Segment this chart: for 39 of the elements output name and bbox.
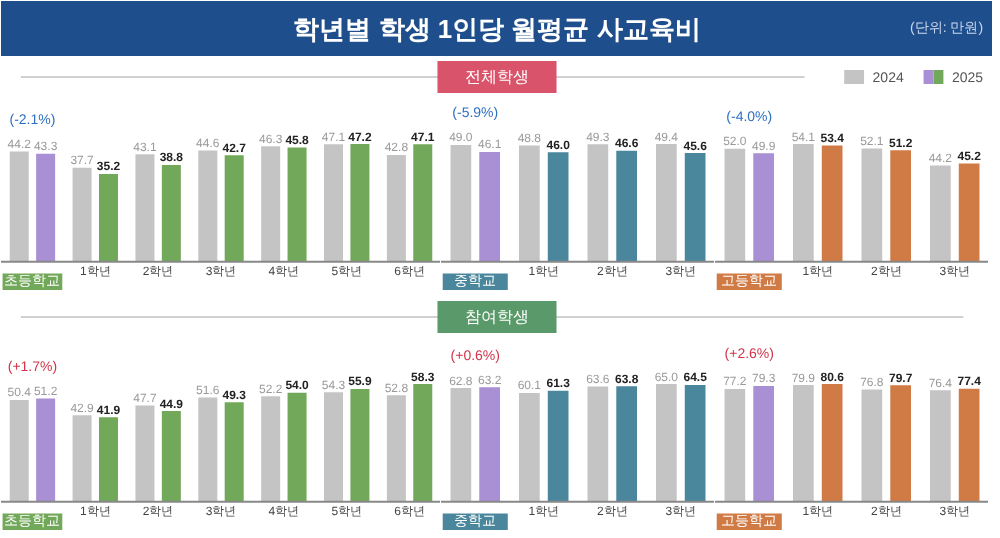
bar bbox=[72, 167, 92, 262]
bar bbox=[386, 155, 406, 262]
bar bbox=[350, 388, 370, 502]
bar bbox=[198, 397, 218, 502]
bar bbox=[135, 405, 155, 502]
bar bbox=[161, 411, 181, 502]
bar bbox=[958, 163, 980, 262]
bar bbox=[287, 147, 307, 262]
bar bbox=[386, 395, 406, 502]
bar bbox=[793, 144, 814, 262]
bar bbox=[930, 165, 951, 262]
bar bbox=[224, 155, 244, 262]
bar bbox=[287, 392, 307, 502]
bar bbox=[753, 153, 774, 262]
bar bbox=[135, 154, 155, 262]
bar bbox=[198, 150, 218, 262]
bar bbox=[413, 384, 433, 502]
bar bbox=[861, 148, 883, 262]
chart-title: 참여학생 bbox=[465, 308, 529, 326]
bar bbox=[821, 145, 843, 262]
bar bbox=[72, 415, 92, 502]
chart-title: 전체학생 bbox=[465, 68, 529, 86]
bar bbox=[413, 144, 433, 262]
bar bbox=[9, 400, 29, 502]
bar bbox=[98, 173, 118, 262]
text: 학년별 학생 1인당 월평균 사교육비 bbox=[293, 14, 701, 44]
bar bbox=[324, 392, 344, 502]
bar bbox=[890, 150, 911, 262]
bar bbox=[36, 398, 56, 502]
bar bbox=[724, 148, 746, 262]
bar bbox=[261, 396, 281, 502]
bar bbox=[350, 144, 370, 262]
bar bbox=[98, 417, 118, 502]
bar bbox=[261, 146, 281, 262]
bar bbox=[36, 153, 56, 262]
bar bbox=[224, 402, 244, 502]
bar bbox=[161, 165, 181, 262]
bar bbox=[9, 151, 29, 262]
bar bbox=[324, 144, 344, 262]
